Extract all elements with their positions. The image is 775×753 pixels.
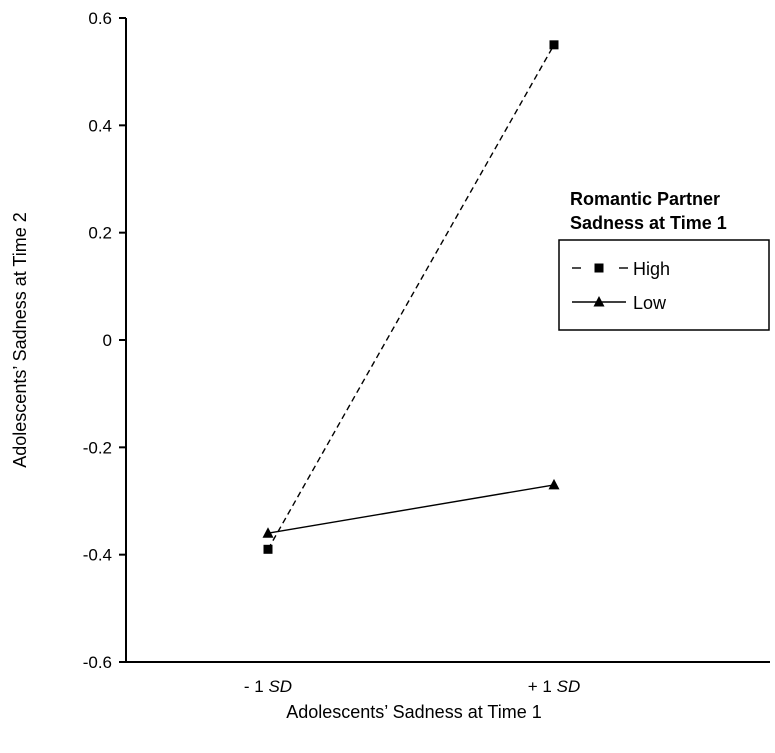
legend-title-line2: Sadness at Time 1	[570, 213, 727, 233]
y-tick-label: -0.4	[83, 546, 112, 565]
x-ticks: - 1 SD + 1 SD	[244, 677, 580, 696]
x-axis-title: Adolescents’ Sadness at Time 1	[286, 702, 541, 722]
legend-title-line1: Romantic Partner	[570, 189, 720, 209]
x-tick-label: + 1 SD	[528, 677, 580, 696]
legend-item-high: High	[572, 259, 670, 279]
legend-swatch-marker	[594, 263, 604, 273]
x-tick-label-unit: SD	[557, 677, 581, 696]
legend-box	[558, 239, 770, 331]
data-point-low	[548, 478, 560, 490]
y-tick-label: 0.4	[88, 116, 112, 135]
y-ticks: 0.6 0.4 0.2 0 -0.2 -0.4 -0.6	[83, 9, 126, 672]
legend: Romantic Partner Sadness at Time 1 High L…	[558, 189, 770, 331]
data-point-high	[549, 40, 559, 50]
axes	[125, 18, 770, 663]
y-tick-label: -0.6	[83, 653, 112, 672]
legend-item-low: Low	[572, 293, 667, 313]
y-tick-label: 0	[103, 331, 112, 350]
legend-items: High Low	[572, 259, 670, 313]
series-low	[262, 478, 560, 538]
legend-swatch-marker	[593, 296, 605, 307]
series-layer	[262, 40, 560, 554]
y-tick-label: 0.6	[88, 9, 112, 28]
x-tick-label-prefix: - 1	[244, 677, 269, 696]
x-tick-label-unit: SD	[268, 677, 292, 696]
data-point-high	[263, 544, 273, 554]
legend-label-high: High	[633, 259, 670, 279]
x-tick-label: - 1 SD	[244, 677, 292, 696]
x-tick-label-prefix: + 1	[528, 677, 557, 696]
y-axis-title: Adolescents’ Sadness at Time 2	[10, 212, 30, 467]
y-tick-label: 0.2	[88, 224, 112, 243]
series-high	[263, 40, 559, 554]
y-tick-label: -0.2	[83, 438, 112, 457]
series-line-low	[267, 484, 555, 534]
series-line-high	[267, 44, 555, 550]
legend-label-low: Low	[633, 293, 667, 313]
data-point-low	[262, 527, 274, 538]
